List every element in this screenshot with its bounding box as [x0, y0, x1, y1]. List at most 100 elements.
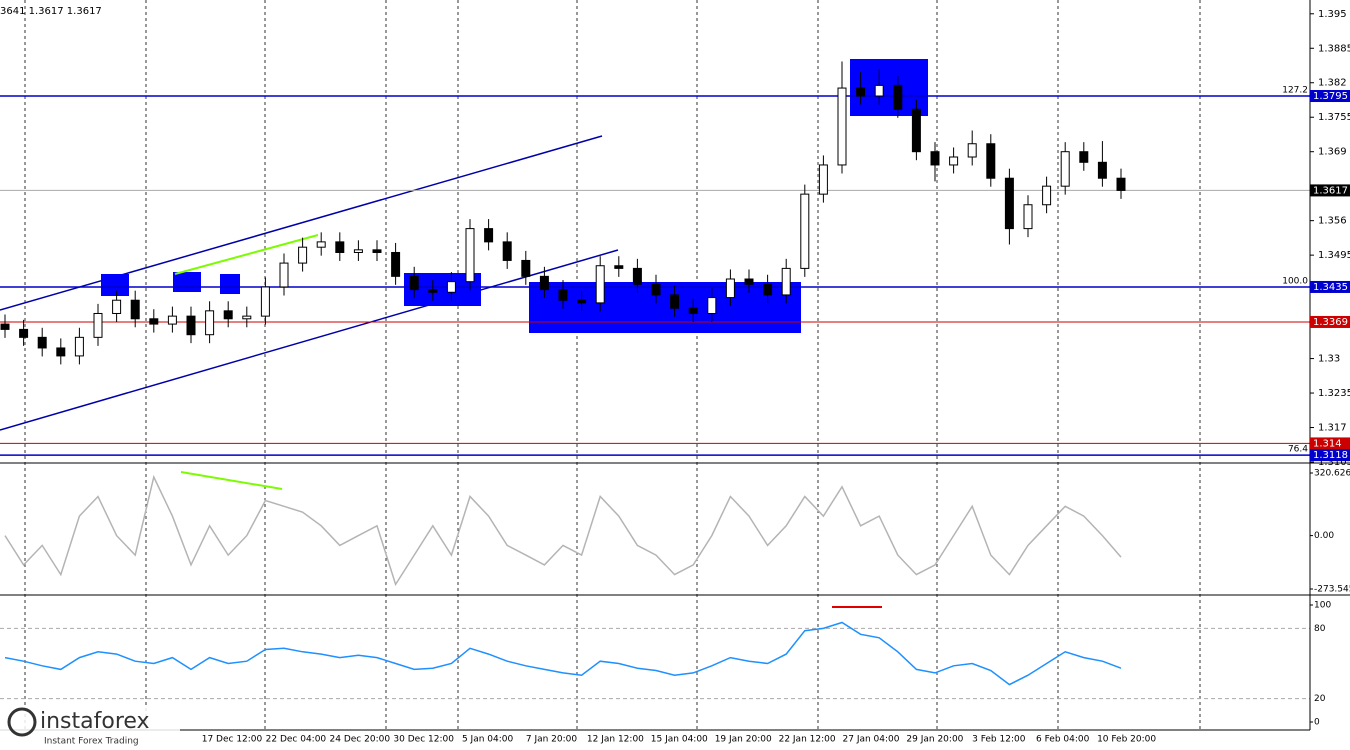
fib-label: 127.2: [1282, 86, 1308, 96]
candle-body: [893, 84, 903, 110]
x-tick-label: 24 Dec 20:00: [330, 735, 391, 745]
price-tag-label: 1.3795: [1313, 91, 1348, 102]
candle-body: [186, 315, 196, 336]
candle-body: [205, 310, 215, 336]
candle-body: [949, 156, 959, 166]
candle-body: [781, 267, 791, 296]
watermark-logo: [7, 707, 37, 737]
candle-body: [539, 275, 549, 291]
candle-body: [223, 310, 233, 320]
x-tick-label: 7 Jan 20:00: [526, 735, 578, 745]
watermark-tagline: Instant Forex Trading: [44, 737, 139, 747]
candle-body: [1060, 151, 1070, 187]
price-tag: [1310, 449, 1350, 462]
cci-line: [4, 474, 1122, 587]
price-tag-label: 1.3369: [1313, 317, 1348, 328]
y-tick-label: 1.3105: [1318, 457, 1350, 468]
rsi-line: [4, 621, 1122, 686]
candle-body: [484, 228, 494, 243]
channel-bottom: [0, 249, 619, 431]
x-tick-label: 15 Jan 04:00: [651, 735, 708, 745]
channel-top: [0, 135, 603, 311]
x-tick-label: 12 Jan 12:00: [587, 735, 644, 745]
candle-body: [800, 193, 810, 269]
candle-body: [874, 84, 884, 97]
candle-body: [1116, 177, 1126, 191]
candle-body: [763, 283, 773, 296]
zone: [850, 59, 928, 116]
divergence-line: [180, 471, 283, 490]
candle-body: [837, 87, 847, 166]
candle-body: [260, 286, 270, 317]
y-tick-label: 1.3235: [1318, 388, 1350, 399]
candle-body: [279, 262, 289, 288]
candle-body: [1079, 151, 1089, 163]
y-tick-label: 1.369: [1318, 147, 1347, 158]
candle-body: [74, 336, 84, 357]
y-tick-label: 0.00: [1314, 531, 1334, 541]
zone: [529, 282, 801, 333]
candle-body: [353, 249, 363, 253]
y-tick-label: 1.382: [1318, 78, 1347, 89]
price-tag-label: 1.3435: [1313, 282, 1348, 293]
candle-body: [0, 323, 10, 330]
candle-body: [316, 241, 326, 248]
fib-label: 100.0: [1282, 276, 1308, 286]
candle-body: [670, 294, 680, 309]
y-tick-label: 20: [1314, 694, 1326, 704]
candle-body: [428, 289, 438, 293]
candle-body: [707, 297, 717, 314]
candle-body: [744, 278, 754, 285]
price-tag-label: 1.314: [1313, 438, 1342, 449]
y-tick-label: 1.33: [1318, 354, 1340, 365]
price-tag: [1310, 90, 1350, 103]
candle-body: [130, 299, 140, 320]
zone: [220, 274, 240, 294]
candle-body: [967, 143, 977, 158]
y-tick-label: 0: [1314, 718, 1320, 728]
candle-body: [56, 347, 66, 357]
candle-body: [242, 315, 252, 320]
candle-body: [577, 299, 587, 304]
price-tag: [1310, 437, 1350, 450]
candle-body: [688, 307, 698, 314]
candle-body: [502, 241, 512, 261]
candle-body: [446, 281, 456, 293]
candle-body: [37, 336, 47, 349]
x-tick-label: 5 Jan 04:00: [462, 735, 514, 745]
candle-body: [651, 283, 661, 296]
candle-body: [632, 267, 642, 285]
price-tag-label: 1.3617: [1313, 185, 1348, 196]
candle-body: [391, 251, 401, 277]
x-tick-label: 19 Jan 20:00: [715, 735, 772, 745]
candle-body: [856, 87, 866, 97]
y-tick-label: 1.3885: [1318, 43, 1350, 54]
price-tag: [1310, 315, 1350, 328]
plot: [0, 61, 1310, 686]
x-tick-label: 30 Dec 12:00: [393, 735, 454, 745]
candle-body: [1042, 185, 1052, 206]
y-tick-label: -273.545: [1314, 585, 1350, 595]
x-tick-label: 29 Jan 20:00: [906, 735, 963, 745]
y-tick-label: 1.317: [1318, 423, 1347, 434]
candle-body: [930, 151, 940, 166]
y-tick-label: 1.3495: [1318, 250, 1350, 261]
candle-body: [335, 241, 345, 253]
price-tag-label: 1.3118: [1313, 450, 1348, 461]
candle-body: [521, 259, 531, 277]
fib-label: 76.4: [1288, 445, 1308, 455]
x-tick-label: 17 Dec 12:00: [202, 735, 263, 745]
candle-body: [725, 278, 735, 299]
candle-body: [298, 246, 308, 264]
candle-body: [167, 315, 177, 325]
y-tick-label: 100: [1314, 601, 1331, 611]
price-tag: [1310, 280, 1350, 293]
candle-body: [1004, 177, 1014, 230]
candle-body: [986, 143, 996, 179]
candle-body: [911, 108, 921, 153]
candle-body: [93, 312, 103, 338]
zone: [173, 272, 201, 292]
candle-body: [595, 265, 605, 304]
